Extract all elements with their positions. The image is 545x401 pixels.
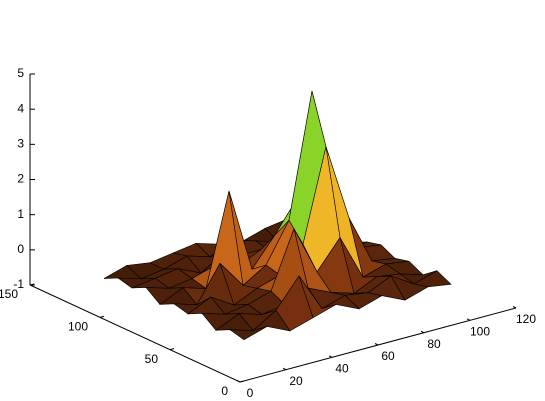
- surface-patch: [229, 326, 268, 341]
- z-tick-label: 2: [17, 172, 24, 186]
- y-tick: [239, 380, 245, 383]
- x-tick: [512, 306, 517, 309]
- y-tick: [169, 348, 175, 351]
- x-tick: [466, 318, 471, 321]
- x-tick: [328, 355, 333, 358]
- x-tick-label: 80: [427, 337, 441, 351]
- x-tick-label: 40: [335, 362, 349, 376]
- z-tick-label: 3: [17, 137, 24, 151]
- z-tick-label: 0: [17, 242, 24, 256]
- x-tick-label: 100: [470, 325, 490, 339]
- x-tick: [420, 330, 425, 334]
- x-tick-label: 120: [516, 312, 536, 326]
- z-tick-label: 4: [17, 101, 24, 115]
- y-tick: [99, 315, 105, 318]
- x-tick: [374, 343, 379, 346]
- y-axis: [29, 284, 241, 383]
- y-tick-label: 100: [68, 320, 88, 334]
- y-tick-label: 150: [0, 287, 18, 301]
- x-tick: [282, 367, 287, 371]
- z-tick-label: -1: [13, 277, 24, 291]
- x-tick-label: 0: [247, 386, 254, 400]
- z-tick-label: 5: [17, 66, 24, 80]
- z-tick-label: 1: [17, 207, 24, 221]
- x-tick-label: 20: [289, 374, 303, 388]
- x-tick: [236, 380, 241, 383]
- y-tick-label: 0: [221, 384, 228, 398]
- x-tick-label: 60: [381, 349, 395, 363]
- y-tick-label: 50: [145, 352, 159, 366]
